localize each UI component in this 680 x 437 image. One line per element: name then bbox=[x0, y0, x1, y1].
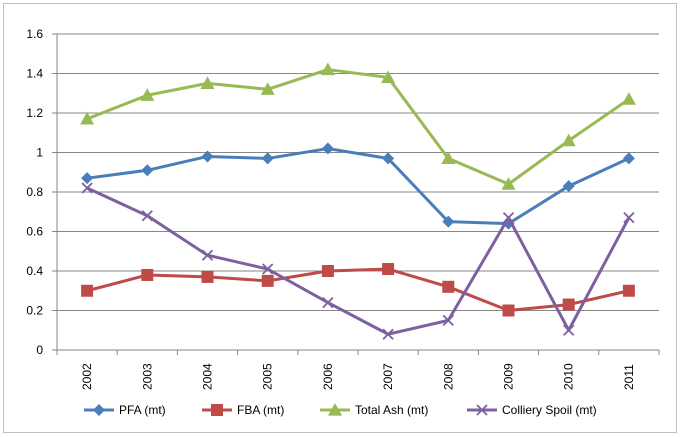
data-point bbox=[328, 403, 342, 416]
series-line-0 bbox=[86, 147, 630, 226]
data-point bbox=[623, 212, 635, 224]
data-point bbox=[441, 151, 456, 165]
data-point bbox=[80, 111, 95, 125]
y-tick-label: 0 bbox=[36, 343, 43, 357]
data-point bbox=[200, 76, 215, 89]
axes: 0 0.2 0.4 0.6 0.8 1 1.2 1.4 1.6 2002 2003 2004 2005 2… bbox=[26, 27, 660, 390]
series-line-3 bbox=[86, 186, 631, 336]
data-point bbox=[141, 164, 154, 177]
data-point bbox=[442, 215, 455, 228]
data-point bbox=[476, 404, 488, 416]
data-point bbox=[561, 133, 576, 147]
x-tick-label: 2006 bbox=[321, 363, 335, 390]
x-tick-label: 2011 bbox=[622, 364, 636, 390]
data-point bbox=[382, 263, 395, 276]
y-tick-label: 1.4 bbox=[26, 67, 43, 81]
y-tick-label: 1.6 bbox=[26, 27, 43, 41]
data-point bbox=[382, 328, 394, 340]
data-point bbox=[382, 152, 395, 165]
x-tick-label: 2005 bbox=[261, 363, 275, 390]
data-point bbox=[381, 70, 396, 84]
data-point bbox=[322, 296, 334, 309]
x-tick-label: 2004 bbox=[201, 363, 215, 390]
legend-label: FBA (mt) bbox=[237, 403, 284, 417]
data-point bbox=[201, 270, 214, 283]
data-point bbox=[211, 404, 223, 416]
data-point bbox=[562, 298, 575, 311]
series-line-2 bbox=[86, 68, 630, 186]
data-point bbox=[141, 268, 154, 281]
data-point bbox=[140, 88, 155, 101]
data-point bbox=[501, 177, 516, 190]
legend-label: PFA (mt) bbox=[119, 403, 166, 417]
series-line-1 bbox=[86, 267, 630, 312]
data-point bbox=[81, 172, 94, 185]
data-point bbox=[563, 324, 575, 336]
data-point bbox=[320, 62, 335, 76]
data-point bbox=[261, 152, 274, 165]
data-point bbox=[201, 249, 214, 261]
data-point bbox=[261, 274, 274, 287]
data-point bbox=[502, 212, 515, 224]
chart-area bbox=[3, 3, 677, 433]
y-tick-label: 0.2 bbox=[26, 304, 43, 318]
x-tick-label: 2002 bbox=[80, 363, 94, 390]
y-tick-label: 1.2 bbox=[26, 106, 43, 120]
data-point bbox=[622, 152, 635, 165]
x-tick-label: 2009 bbox=[502, 363, 516, 390]
data-point bbox=[502, 304, 515, 317]
x-tick-label: 2010 bbox=[562, 363, 576, 390]
data-point bbox=[442, 280, 455, 293]
data-point bbox=[262, 263, 274, 275]
legend-label: Total Ash (mt) bbox=[355, 403, 428, 417]
x-tick-label: 2003 bbox=[140, 363, 154, 390]
y-tick-label: 0.6 bbox=[26, 225, 43, 239]
y-tick-label: 0.4 bbox=[26, 264, 43, 278]
data-point bbox=[81, 182, 93, 194]
data-point bbox=[81, 284, 94, 297]
data-point bbox=[562, 180, 575, 193]
data-point bbox=[93, 404, 105, 416]
data-point bbox=[621, 92, 636, 105]
data-point bbox=[260, 82, 275, 95]
y-tick-label: 1 bbox=[36, 146, 43, 160]
x-tick-label: 2008 bbox=[441, 363, 455, 390]
data-point bbox=[201, 150, 214, 163]
x-tick-label: 2007 bbox=[381, 363, 395, 390]
data-point bbox=[442, 314, 454, 327]
data-point bbox=[321, 142, 334, 155]
data-point bbox=[141, 210, 153, 222]
legend: PFA (mt) FBA (mt) Total Ash (mt) Colliery S… bbox=[84, 403, 597, 417]
series-lines bbox=[80, 62, 636, 340]
y-tick-label: 0.8 bbox=[26, 185, 43, 199]
legend-label: Colliery Spoil (mt) bbox=[502, 403, 597, 417]
data-point bbox=[321, 265, 334, 277]
data-point bbox=[622, 284, 635, 297]
